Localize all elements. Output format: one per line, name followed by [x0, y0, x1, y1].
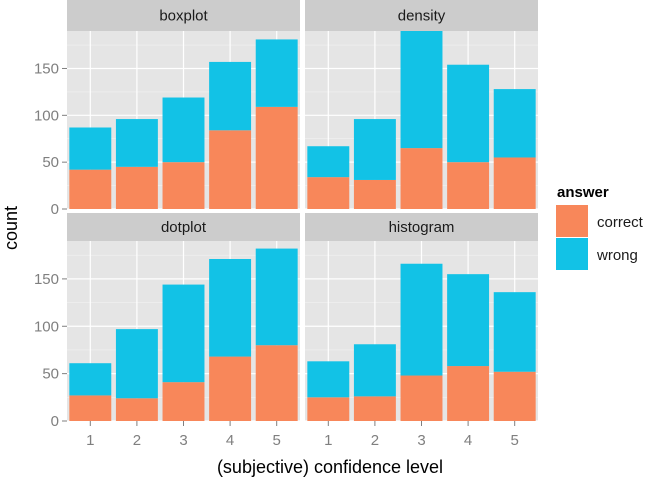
bar-boxplot-correct-4 — [209, 130, 252, 209]
bar-boxplot-correct-3 — [162, 162, 205, 209]
facet-strip-histogram — [305, 213, 538, 241]
bar-dotplot-wrong-4 — [209, 259, 252, 357]
bar-boxplot-wrong-3 — [162, 97, 205, 163]
y-tick-label: 100 — [34, 107, 59, 124]
bar-histogram-wrong-1 — [307, 361, 350, 398]
bar-dotplot-wrong-1 — [69, 363, 112, 396]
bar-histogram-correct-1 — [307, 397, 350, 421]
facet-boxplot: boxplot — [67, 0, 300, 210]
bar-density-wrong-2 — [353, 119, 396, 180]
legend-key-wrong — [556, 238, 588, 270]
legend-label-wrong: wrong — [596, 247, 638, 264]
y-tick-label: 0 — [51, 413, 59, 430]
bar-boxplot-wrong-1 — [69, 127, 112, 170]
facet-title-histogram: histogram — [389, 219, 455, 236]
legend-key-correct — [556, 205, 588, 237]
bar-histogram-wrong-2 — [353, 344, 396, 397]
bar-density-correct-1 — [307, 177, 350, 209]
x-tick-label: 3 — [417, 432, 425, 449]
bar-histogram-correct-3 — [400, 375, 443, 421]
x-tick-label: 5 — [273, 432, 281, 449]
facet-dotplot: dotplot — [67, 213, 300, 422]
x-axis-title: (subjective) confidence level — [217, 457, 443, 477]
bar-density-wrong-1 — [307, 146, 350, 178]
facet-title-density: density — [398, 8, 446, 25]
bar-density-correct-5 — [493, 157, 536, 209]
y-tick-label: 50 — [42, 154, 59, 171]
x-tick-label: 4 — [226, 432, 234, 449]
legend-label-correct: correct — [597, 214, 644, 231]
bar-boxplot-correct-5 — [255, 106, 298, 209]
bar-dotplot-correct-2 — [115, 398, 158, 421]
y-axis-title: count — [1, 206, 21, 250]
bar-dotplot-wrong-5 — [255, 248, 298, 346]
bar-density-wrong-4 — [447, 64, 490, 163]
y-tick-label: 100 — [34, 318, 59, 335]
bar-histogram-correct-2 — [353, 396, 396, 421]
bar-density-correct-2 — [353, 179, 396, 209]
bar-density-correct-4 — [447, 162, 490, 209]
y-tick-label: 150 — [34, 60, 59, 77]
bar-dotplot-correct-5 — [255, 345, 298, 421]
y-tick-label: 50 — [42, 366, 59, 383]
y-tick-label: 150 — [34, 271, 59, 288]
facet-histogram: histogram — [305, 213, 538, 422]
bar-histogram-wrong-4 — [447, 274, 490, 367]
bar-dotplot-wrong-2 — [115, 329, 158, 399]
facet-strip-boxplot — [67, 0, 300, 31]
bar-density-wrong-5 — [493, 89, 536, 158]
bar-histogram-correct-5 — [493, 371, 536, 421]
bar-boxplot-wrong-2 — [115, 119, 158, 167]
bar-histogram-wrong-3 — [400, 263, 443, 376]
bar-dotplot-correct-1 — [69, 395, 112, 421]
bar-dotplot-correct-3 — [162, 382, 205, 421]
bar-dotplot-correct-4 — [209, 356, 252, 421]
x-tick-label: 4 — [464, 432, 472, 449]
x-tick-label: 1 — [324, 432, 332, 449]
bar-boxplot-correct-2 — [115, 166, 158, 209]
legend: answer correct wrong — [556, 184, 644, 270]
x-tick-label: 2 — [133, 432, 141, 449]
legend-title: answer — [557, 184, 609, 201]
y-axis-ticks: 0 50 100 150 0 50 100 150 — [34, 60, 67, 430]
bar-dotplot-wrong-3 — [162, 284, 205, 383]
facet-title-dotplot: dotplot — [161, 219, 207, 236]
x-tick-label: 1 — [86, 432, 94, 449]
y-tick-label: 0 — [51, 201, 59, 218]
x-tick-label: 3 — [179, 432, 187, 449]
bar-boxplot-wrong-5 — [255, 39, 298, 107]
bar-histogram-wrong-5 — [493, 292, 536, 372]
x-axis-ticks: 1 2 3 4 5 1 2 3 4 5 — [86, 421, 519, 449]
facet-density: density — [305, 0, 538, 210]
bar-density-wrong-3 — [400, 31, 443, 149]
bar-histogram-correct-4 — [447, 366, 490, 421]
facet-panels: boxplot density dotplot histogram — [67, 0, 538, 422]
bar-density-correct-3 — [400, 148, 443, 209]
x-tick-label: 2 — [371, 432, 379, 449]
bar-boxplot-correct-1 — [69, 169, 112, 209]
bar-boxplot-wrong-4 — [209, 61, 252, 131]
x-tick-label: 5 — [511, 432, 519, 449]
facet-title-boxplot: boxplot — [159, 8, 208, 25]
facet-strip-dotplot — [67, 213, 300, 241]
facet-strip-density — [305, 0, 538, 31]
